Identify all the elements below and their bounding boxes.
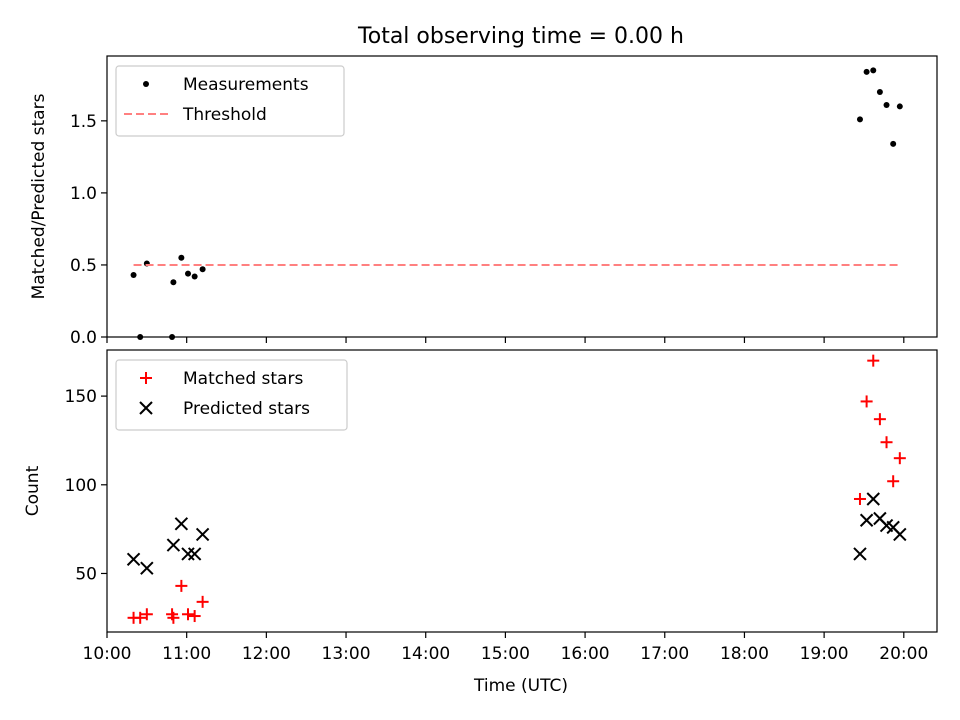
y-axis-label: Matched/Predicted stars xyxy=(29,93,49,299)
data-point xyxy=(170,279,177,286)
data-point xyxy=(134,611,147,624)
data-point xyxy=(182,608,195,621)
x-tick-label: 17:00 xyxy=(640,644,689,664)
data-point xyxy=(863,68,870,75)
y-axis-label: Count xyxy=(23,465,43,516)
data-point-stroke xyxy=(859,513,874,527)
data-point-stroke xyxy=(126,552,141,566)
x-tick-label: 15:00 xyxy=(481,644,530,664)
data-point-stroke xyxy=(879,518,894,533)
legend-box xyxy=(115,359,348,431)
figure-title: Total observing time = 0.00 h xyxy=(357,24,684,49)
data-point xyxy=(191,273,198,280)
data-point xyxy=(867,354,880,367)
data-point xyxy=(853,547,867,561)
y-tick-label: 0.0 xyxy=(70,328,97,348)
bottom-panel-counts: 50 100 150 10:00 11:00 12:00 13:00 14:00 15:00 16… xyxy=(23,349,938,664)
series-measurements xyxy=(130,67,903,340)
data-point-stroke xyxy=(886,520,900,535)
series-predicted-stars xyxy=(126,492,907,575)
y-tick-label: 1.5 xyxy=(70,112,97,132)
legend-label: Measurements xyxy=(183,75,309,95)
y-tick-label: 1.0 xyxy=(70,184,97,204)
legend-handle xyxy=(139,401,153,415)
data-point-stroke xyxy=(174,517,189,531)
legend-handle xyxy=(140,372,152,384)
data-point xyxy=(187,547,202,561)
data-point xyxy=(195,527,210,542)
y-tick-label: 50 xyxy=(75,564,97,584)
legend-handle xyxy=(143,81,149,87)
axes-frame xyxy=(106,349,938,633)
data-point xyxy=(166,538,181,552)
x-tick-label: 18:00 xyxy=(720,644,769,664)
data-point xyxy=(140,608,153,621)
data-point-stroke xyxy=(166,538,181,552)
data-point xyxy=(870,67,877,74)
data-point xyxy=(880,436,893,449)
x-tick-label: 16:00 xyxy=(561,644,610,664)
data-point xyxy=(873,413,886,426)
data-point xyxy=(890,140,897,147)
data-point xyxy=(893,527,907,542)
x-tick-label: 12:00 xyxy=(242,644,291,664)
data-point xyxy=(188,610,201,623)
x-tick-label: 13:00 xyxy=(322,644,371,664)
data-point xyxy=(130,272,137,279)
data-point xyxy=(860,395,873,408)
data-point xyxy=(896,103,903,110)
data-point xyxy=(174,517,189,531)
data-point xyxy=(126,552,141,566)
data-point-stroke xyxy=(866,492,880,506)
y-tick-label: 100 xyxy=(65,476,97,496)
data-point xyxy=(887,475,900,488)
x-tick-label: 10:00 xyxy=(83,644,132,664)
legend-box xyxy=(115,65,345,137)
data-point xyxy=(175,579,188,592)
data-point xyxy=(866,492,880,506)
data-point xyxy=(178,254,185,261)
data-point xyxy=(876,89,883,96)
data-point-stroke xyxy=(893,527,907,542)
data-point xyxy=(140,561,154,575)
data-point xyxy=(883,101,890,108)
y-tick-label: 0.5 xyxy=(70,256,97,276)
data-point xyxy=(185,270,192,277)
y-tick-label: 150 xyxy=(65,387,97,407)
data-point-stroke xyxy=(195,527,210,542)
x-axis-label: Time (UTC) xyxy=(473,676,568,696)
x-tick-label: 14:00 xyxy=(401,644,450,664)
data-point xyxy=(167,611,180,624)
data-point xyxy=(199,266,206,273)
series-matched-stars xyxy=(127,354,906,624)
legend: Measurements Threshold xyxy=(115,65,345,137)
data-point-stroke xyxy=(140,561,154,575)
legend-handle-stroke xyxy=(139,401,153,415)
data-point xyxy=(893,452,906,465)
axes-frame xyxy=(106,55,938,338)
legend: Matched stars Predicted stars xyxy=(115,359,348,431)
data-point xyxy=(196,595,209,608)
x-tick-label: 20:00 xyxy=(879,644,928,664)
legend-label: Predicted stars xyxy=(183,399,310,419)
x-tick-label: 19:00 xyxy=(800,644,849,664)
legend-label: Matched stars xyxy=(183,369,303,389)
data-point xyxy=(856,116,863,123)
data-point xyxy=(853,492,866,505)
data-point-stroke xyxy=(853,547,867,561)
data-point xyxy=(859,513,874,527)
data-point-stroke xyxy=(873,511,887,526)
legend-label: Threshold xyxy=(182,105,267,125)
x-tick-label: 11:00 xyxy=(162,644,211,664)
data-point-stroke xyxy=(187,547,202,561)
top-panel-ratio: 0.0 0.5 1.0 1.5 Matched/Predicted stars Measu… xyxy=(29,55,938,348)
